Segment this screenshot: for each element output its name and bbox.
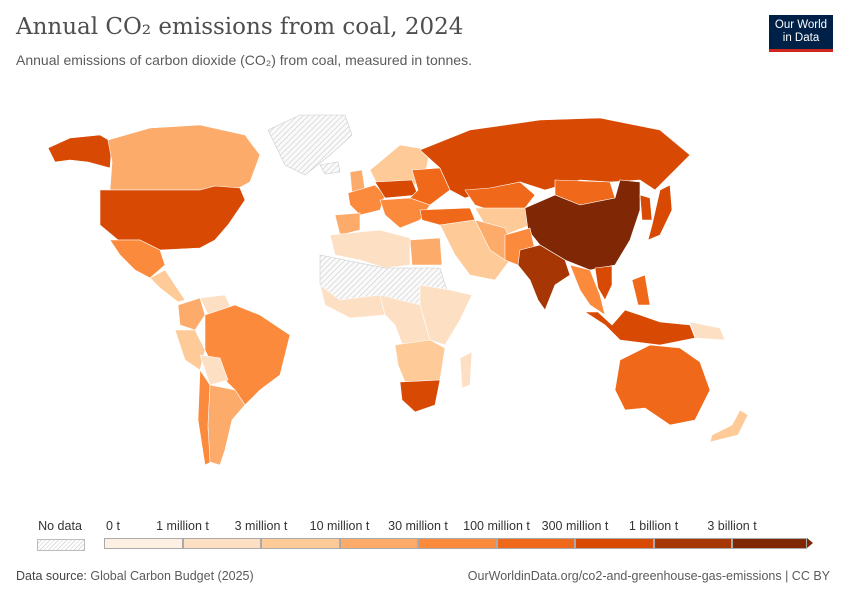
country-iceland[interactable] [319,161,341,175]
legend-arrow-icon [806,538,813,548]
legend-tick-label: 3 billion t [707,519,757,533]
country-south-africa[interactable] [399,379,441,413]
country-madagascar[interactable] [459,351,473,389]
legend-tick-label: 10 million t [309,519,370,533]
legend-bin[interactable] [104,538,183,549]
legend-bin[interactable] [496,538,575,549]
country-india[interactable] [517,244,571,311]
country-new-zealand[interactable] [709,409,749,443]
country-north-africa[interactable] [329,229,411,269]
legend-tick-label: 300 million t [541,519,609,533]
country-korea[interactable] [639,194,653,221]
legend-no-data-swatch[interactable] [37,539,85,551]
data-source: Data source: Global Carbon Budget (2025) [16,569,254,583]
page-title: Annual CO₂ emissions from coal, 2024 [16,14,464,40]
legend-tick-label: 1 billion t [628,519,679,533]
legend-tick-label: 1 million t [156,519,209,533]
country-indonesia[interactable] [583,309,696,346]
country-southeast-asia[interactable] [569,264,606,316]
legend-tick-label: 100 million t [463,519,530,533]
country-papua[interactable] [689,321,726,341]
country-japan[interactable] [647,184,673,241]
country-east-africa[interactable] [419,284,473,346]
legend-tick-label: 3 million t [234,519,288,533]
legend-no-data-label: No data [38,519,82,533]
legend-bin[interactable] [339,538,418,549]
legend-bin[interactable] [732,538,807,549]
owid-logo[interactable]: Our World in Data [769,15,833,52]
legend-bin[interactable] [418,538,497,549]
country-southern-africa[interactable] [394,339,446,383]
legend-bin[interactable] [575,538,654,549]
world-map [47,114,749,466]
country-central-america[interactable] [149,269,186,303]
country-italy-balkans[interactable] [379,197,431,229]
legend-tick-label: 30 million t [388,519,448,533]
country-bolivia[interactable] [199,354,229,386]
data-source-label: Data source: [16,569,87,583]
country-iberia[interactable] [334,212,361,236]
data-source-link[interactable]: Global Carbon Budget (2025) [90,569,254,583]
country-alaska[interactable] [47,134,113,169]
legend-tick-label: 0 t [106,519,120,533]
country-australia[interactable] [614,344,711,426]
country-kazakhstan[interactable] [464,181,536,213]
country-canada[interactable] [107,124,261,191]
legend-bin[interactable] [182,538,261,549]
country-argentina[interactable] [207,384,246,466]
page-subtitle: Annual emissions of carbon dioxide (CO₂)… [16,52,472,68]
legend-bin[interactable] [261,538,340,549]
country-philippines[interactable] [631,274,651,306]
legend-bin[interactable] [653,538,732,549]
country-peru[interactable] [174,329,206,371]
country-vietnam[interactable] [594,265,613,301]
country-egypt[interactable] [409,237,443,266]
country-mexico[interactable] [109,239,166,279]
country-greenland[interactable] [267,114,353,176]
country-colombia[interactable] [177,297,206,331]
country-western-europe[interactable] [347,184,386,216]
logo-text: Our World in Data [774,19,828,44]
footer-url[interactable]: OurWorldinData.org/co2-and-greenhouse-ga… [467,569,830,583]
